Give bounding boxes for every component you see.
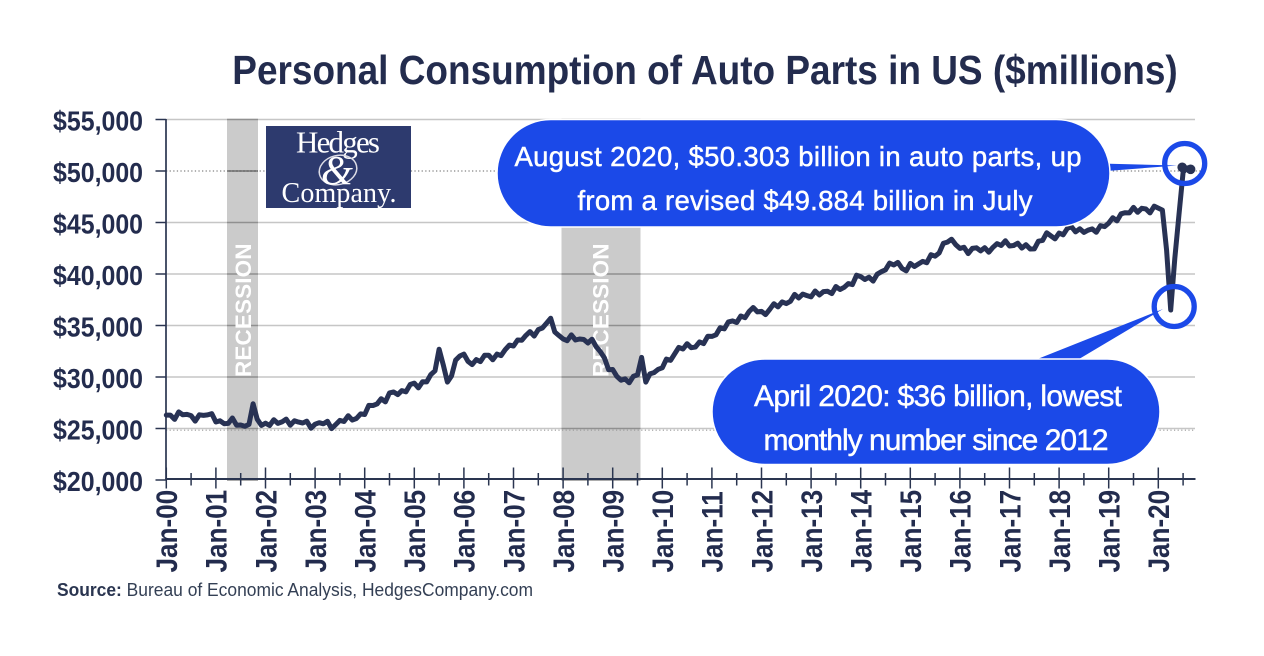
svg-text:$35,000: $35,000 xyxy=(53,311,143,342)
svg-text:Jan-05: Jan-05 xyxy=(398,490,431,573)
svg-text:$25,000: $25,000 xyxy=(53,414,143,445)
svg-text:$40,000: $40,000 xyxy=(53,260,143,291)
svg-text:Jan-20: Jan-20 xyxy=(1142,490,1175,573)
svg-text:Jan-19: Jan-19 xyxy=(1093,490,1126,573)
svg-text:Jan-09: Jan-09 xyxy=(597,490,630,573)
svg-text:Jan-18: Jan-18 xyxy=(1043,490,1076,573)
svg-text:Jan-15: Jan-15 xyxy=(894,490,927,573)
svg-text:Jan-10: Jan-10 xyxy=(646,490,679,573)
svg-text:Source: Bureau of Economic Ana: Source: Bureau of Economic Analysis, Hed… xyxy=(57,579,533,600)
svg-text:$30,000: $30,000 xyxy=(53,363,143,394)
svg-text:$45,000: $45,000 xyxy=(53,208,143,239)
svg-text:Jan-14: Jan-14 xyxy=(845,489,878,572)
svg-text:Jan-11: Jan-11 xyxy=(696,491,729,572)
svg-text:Company.: Company. xyxy=(282,178,397,209)
svg-text:Jan-08: Jan-08 xyxy=(547,490,580,573)
svg-text:$20,000: $20,000 xyxy=(53,466,143,497)
svg-text:Jan-13: Jan-13 xyxy=(795,490,828,573)
svg-text:$50,000: $50,000 xyxy=(53,157,143,188)
svg-text:Jan-03: Jan-03 xyxy=(299,490,332,573)
svg-text:$55,000: $55,000 xyxy=(53,105,143,136)
svg-text:Hedges: Hedges xyxy=(296,125,380,160)
svg-text:Jan-02: Jan-02 xyxy=(250,490,283,573)
svg-text:Personal Consumption of Auto P: Personal Consumption of Auto Parts in US… xyxy=(232,48,1177,93)
svg-text:August 2020, $50.303 billion i: August 2020, $50.303 billion in auto par… xyxy=(515,141,1082,172)
svg-text:Jan-16: Jan-16 xyxy=(944,490,977,573)
svg-text:Jan-07: Jan-07 xyxy=(498,490,531,573)
svg-text:RECESSION: RECESSION xyxy=(231,242,256,377)
svg-text:monthly number since 2012: monthly number since 2012 xyxy=(764,424,1109,457)
svg-text:&: & xyxy=(321,147,353,193)
svg-text:Jan-00: Jan-00 xyxy=(150,490,183,573)
svg-text:Jan-17: Jan-17 xyxy=(994,490,1027,573)
svg-text:from a revised $49.884 billion: from a revised $49.884 billion in July xyxy=(578,185,1033,216)
svg-text:Jan-04: Jan-04 xyxy=(349,489,382,572)
svg-text:April 2020: $36 billion, lowes: April 2020: $36 billion, lowest xyxy=(754,380,1123,413)
svg-text:Jan-01: Jan-01 xyxy=(200,490,233,573)
svg-text:Jan-12: Jan-12 xyxy=(746,490,779,573)
svg-text:Jan-06: Jan-06 xyxy=(448,490,481,573)
